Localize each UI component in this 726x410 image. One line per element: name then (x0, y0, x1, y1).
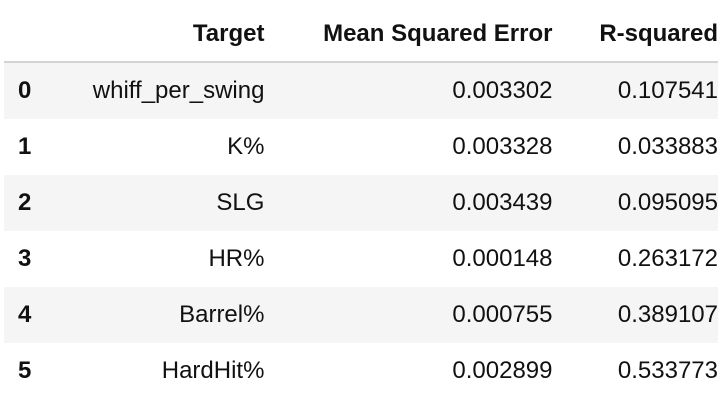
row-index: 2 (18, 189, 32, 216)
row-index: 4 (18, 301, 32, 328)
cell-r-squared: 0.033883 (617, 133, 718, 160)
header-index (4, 7, 45, 63)
cell-mse: 0.003439 (452, 189, 553, 216)
table-row: 1 K% 0.003328 0.033883 (4, 119, 718, 175)
table-row: 2 SLG 0.003439 0.095095 (4, 175, 718, 231)
cell-mse: 0.000755 (452, 301, 553, 328)
cell-mse: 0.002899 (452, 357, 553, 384)
header-mse: Mean Squared Error (264, 7, 553, 63)
table-row: 3 HR% 0.000148 0.263172 (4, 231, 718, 287)
cell-target: whiff_per_swing (92, 77, 265, 104)
row-index: 1 (18, 133, 32, 160)
row-index: 0 (18, 77, 32, 104)
cell-target: K% (227, 133, 265, 160)
table-body: 0 whiff_per_swing 0.003302 0.107541 1 K%… (4, 62, 718, 399)
table-header: Target Mean Squared Error R-squared (4, 7, 718, 63)
table-row: 0 whiff_per_swing 0.003302 0.107541 (4, 62, 718, 119)
cell-target: HardHit% (161, 357, 265, 384)
row-index: 3 (18, 245, 32, 272)
cell-r-squared: 0.263172 (617, 245, 718, 272)
header-target: Target (44, 7, 265, 63)
table-row: 4 Barrel% 0.000755 0.389107 (4, 287, 718, 343)
cell-target: SLG (216, 189, 265, 216)
header-row: Target Mean Squared Error R-squared (4, 7, 718, 63)
cell-mse: 0.003328 (452, 133, 553, 160)
cell-r-squared: 0.095095 (617, 189, 718, 216)
cell-r-squared: 0.533773 (617, 357, 718, 384)
row-index: 5 (18, 357, 32, 384)
cell-mse: 0.003302 (452, 77, 553, 104)
cell-mse: 0.000148 (452, 245, 553, 272)
dataframe-table: Target Mean Squared Error R-squared 0 wh… (4, 7, 718, 399)
table-row: 5 HardHit% 0.002899 0.533773 (4, 343, 718, 399)
cell-r-squared: 0.107541 (617, 77, 718, 104)
header-r-squared: R-squared (552, 7, 718, 63)
cell-target: HR% (208, 245, 265, 272)
cell-r-squared: 0.389107 (617, 301, 718, 328)
cell-target: Barrel% (179, 301, 265, 328)
